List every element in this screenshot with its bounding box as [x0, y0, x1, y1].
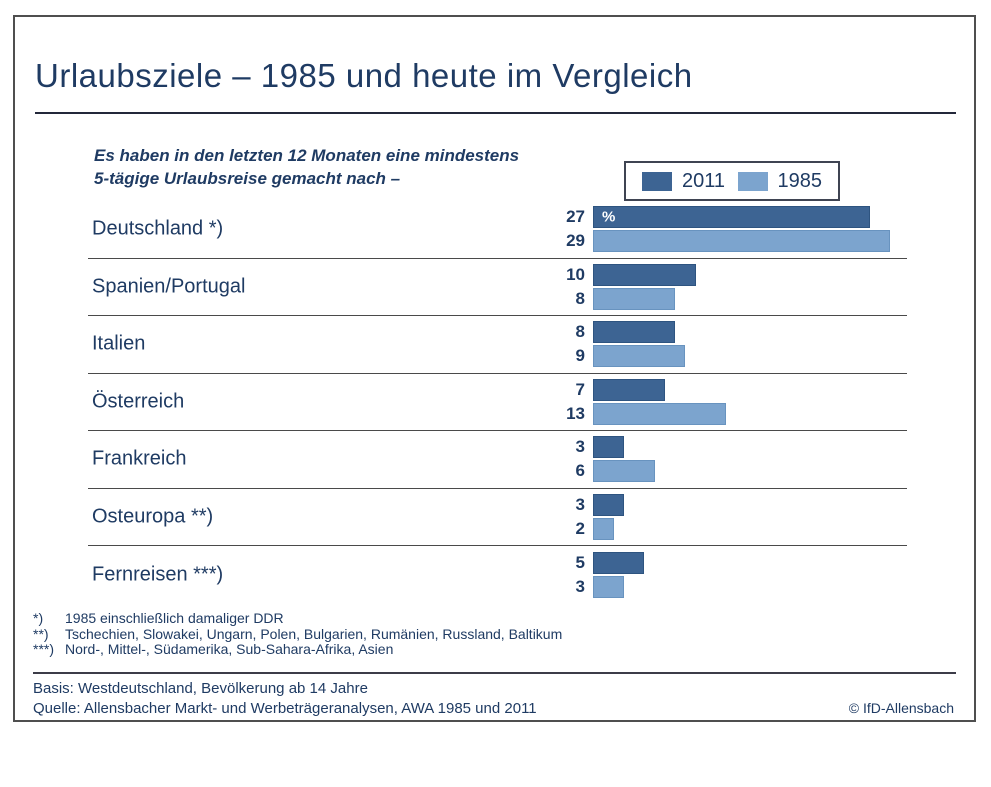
bar-value-1985: 3 — [575, 576, 585, 596]
row-label: Österreich — [92, 390, 185, 413]
footnote-marker: *) — [33, 610, 44, 626]
chart-row: Osteuropa **) 3 2 — [88, 489, 907, 546]
bar-line-2011: 5 — [88, 551, 907, 574]
chart-row: Spanien/Portugal 10 8 — [88, 259, 907, 316]
footnote-text: Nord-, Mittel-, Südamerika, Sub-Sahara-A… — [65, 641, 394, 657]
bar-1985 — [593, 230, 890, 253]
bar-value-2011: 27 — [566, 207, 585, 227]
bar-line-2011: 3 — [88, 493, 907, 516]
chart-row: Frankreich 3 6 — [88, 431, 907, 489]
bar-line-2011: 7 — [88, 378, 907, 401]
bar-1985 — [593, 345, 685, 368]
row-label: Osteuropa **) — [92, 505, 214, 528]
bar-1985 — [593, 575, 624, 598]
legend: 2011 1985 — [624, 161, 840, 201]
row-label: Fernreisen ***) — [92, 563, 224, 586]
bar-line-1985: 8 — [88, 287, 907, 310]
percent-unit-label: % — [602, 208, 616, 226]
row-label: Frankreich — [92, 447, 187, 470]
bar-value-2011: 8 — [575, 322, 585, 342]
bar-line-1985: 29 — [88, 230, 907, 253]
footnote-line: *) 1985 einschließlich damaliger DDR — [33, 610, 562, 627]
legend-item-2011: 2011 — [642, 170, 725, 193]
page-title: Urlaubsziele – 1985 und heute im Verglei… — [35, 57, 693, 94]
bar-line-1985: 3 — [88, 575, 907, 598]
bar-value-1985: 29 — [566, 231, 585, 251]
row-label: Spanien/Portugal — [92, 275, 246, 298]
chart-subtitle-line2: 5-tägige Urlaubsreise gemacht nach – — [94, 169, 401, 188]
footnotes: *) 1985 einschließlich damaliger DDR **) Ts… — [33, 610, 563, 658]
bar-line-1985: 6 — [88, 460, 907, 483]
footnote-marker: **) — [33, 625, 49, 642]
basis-text: Basis: Westdeutschland, Bevölkerung ab 1… — [33, 680, 368, 697]
bar-line-2011: 8 — [88, 321, 907, 344]
bar-1985 — [593, 287, 675, 310]
bar-2011: % — [593, 206, 870, 229]
chart-row: Deutschland *) 27% 29 — [88, 201, 907, 259]
title-divider — [35, 112, 956, 114]
copyright-text: © IfD-Allensbach — [848, 700, 954, 716]
chart-subtitle: Es haben in den letzten 12 Monaten eine … — [94, 144, 519, 190]
bar-value-1985: 8 — [575, 288, 585, 308]
bar-line-2011: 10 — [88, 263, 907, 286]
chart-subtitle-line1: Es haben in den letzten 12 Monaten eine … — [94, 146, 520, 165]
bar-2011 — [593, 493, 624, 516]
bar-2011 — [593, 321, 675, 344]
footer-divider — [33, 672, 956, 674]
bar-1985 — [593, 402, 726, 425]
row-label: Italien — [92, 332, 146, 355]
page-frame: Urlaubsziele – 1985 und heute im Verglei… — [13, 15, 976, 722]
bar-line-1985: 2 — [88, 517, 907, 540]
footnote-text: 1985 einschließlich damaliger DDR — [65, 610, 284, 626]
bar-line-1985: 9 — [88, 345, 907, 368]
chart-row: Fernreisen ***) 5 3 — [88, 546, 907, 604]
row-bars: 7 13 — [88, 378, 907, 425]
row-label: Deutschland *) — [92, 217, 224, 240]
bar-line-2011: 3 — [88, 436, 907, 459]
bar-2011 — [593, 263, 696, 286]
chart-row: Österreich 7 13 — [88, 374, 907, 431]
row-bars: 10 8 — [88, 263, 907, 310]
bar-1985 — [593, 460, 655, 483]
footnote-line: **) Tschechien, Slowakei, Ungarn, Polen, … — [33, 625, 563, 643]
legend-swatch-1985 — [737, 171, 768, 191]
bar-value-2011: 3 — [575, 437, 585, 457]
bar-line-2011: 27% — [88, 206, 907, 229]
bar-value-1985: 6 — [575, 461, 585, 481]
bar-value-2011: 3 — [575, 494, 585, 514]
legend-label-2011: 2011 — [682, 169, 726, 192]
bar-2011 — [593, 551, 644, 574]
legend-label-1985: 1985 — [777, 169, 823, 192]
bar-2011 — [593, 436, 624, 459]
bar-value-2011: 10 — [566, 264, 585, 284]
row-bars: 27% 29 — [88, 206, 907, 253]
bar-value-2011: 7 — [575, 379, 585, 399]
bar-1985 — [593, 517, 614, 540]
footnote-text: Tschechien, Slowakei, Ungarn, Polen, Bul… — [65, 625, 563, 642]
legend-item-1985: 1985 — [737, 169, 823, 193]
bar-value-2011: 5 — [575, 552, 585, 572]
chart-row: Italien 8 9 — [88, 316, 907, 374]
legend-swatch-2011 — [642, 171, 672, 191]
bar-line-1985: 13 — [88, 402, 907, 425]
bar-chart: Deutschland *) 27% 29 Spanien/Portugal 10 8 It… — [88, 201, 907, 604]
bar-value-1985: 13 — [566, 403, 585, 423]
bar-2011 — [593, 378, 665, 401]
bar-value-1985: 9 — [575, 346, 585, 366]
footnote-line: ***) Nord-, Mittel-, Südamerika, Sub-Saha… — [33, 641, 562, 658]
bar-value-1985: 2 — [575, 518, 585, 538]
footnote-marker: ***) — [33, 641, 55, 657]
quelle-text: Quelle: Allensbacher Markt- und Werbeträ… — [33, 700, 537, 717]
